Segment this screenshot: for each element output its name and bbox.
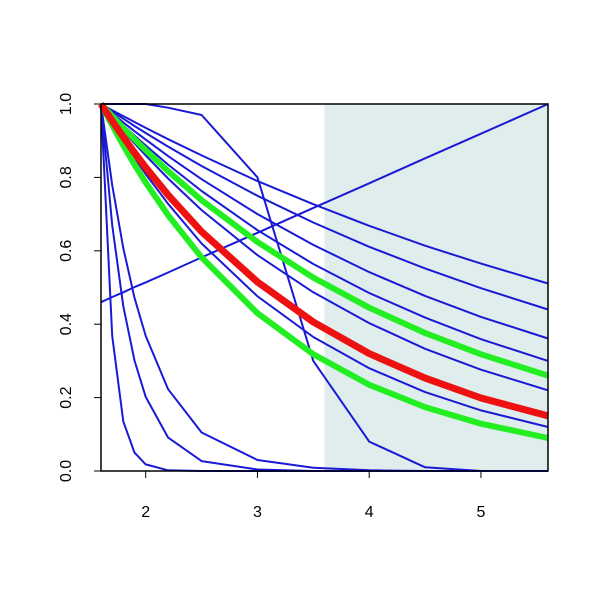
y-tick-label: 0.8 (58, 166, 75, 188)
series-line (100, 103, 549, 311)
y-tick-label: 0.4 (58, 313, 75, 335)
series-line (98, 102, 549, 441)
x-tick-label: 4 (365, 504, 374, 521)
series-line (98, 102, 549, 420)
series-line (100, 103, 549, 340)
y-tick-label: 0.0 (58, 460, 75, 482)
series-line (98, 101, 549, 379)
series-line (100, 103, 549, 285)
plot-frame (100, 103, 549, 472)
y-tick-label: 0.2 (58, 386, 75, 408)
x-tick-label: 3 (253, 504, 262, 521)
y-tick-label: 0.6 (58, 240, 75, 262)
x-tick-label: 2 (141, 504, 150, 521)
x-tick-label: 5 (476, 504, 485, 521)
y-tick-label: 1.0 (58, 93, 75, 115)
